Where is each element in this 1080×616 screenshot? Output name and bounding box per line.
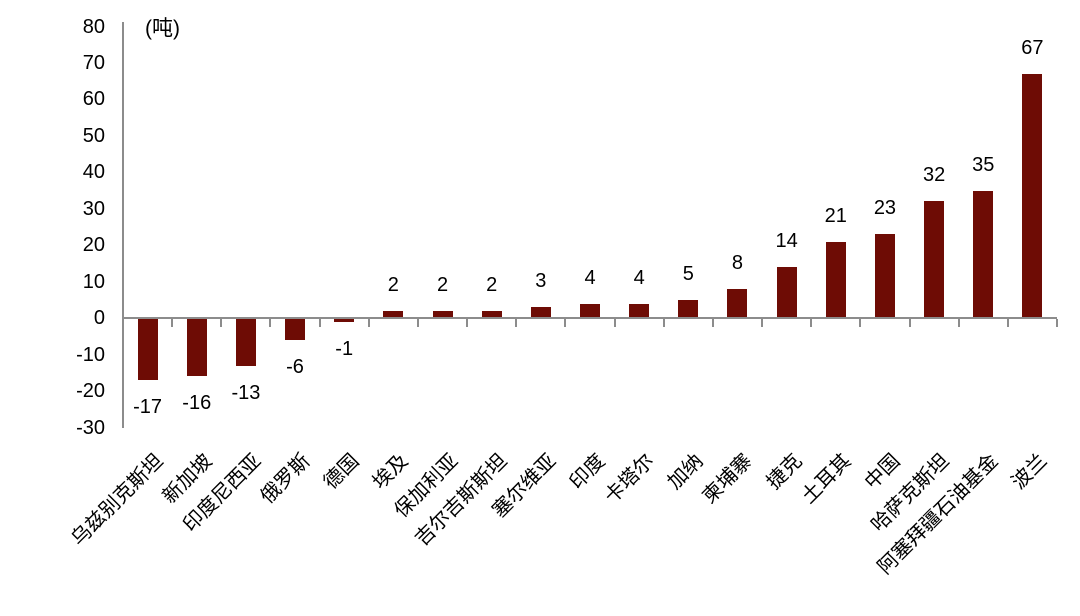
x-axis-tick <box>515 319 518 328</box>
bar <box>874 234 895 319</box>
bar <box>924 201 945 319</box>
bar-value-label: 4 <box>633 266 645 289</box>
bar <box>235 318 256 366</box>
bar <box>776 267 797 319</box>
bar-value-label: -17 <box>133 396 163 419</box>
x-axis-tick <box>859 319 862 328</box>
x-axis-tick <box>269 319 272 328</box>
bar-value-label: 21 <box>824 204 847 227</box>
x-axis-tick <box>761 319 764 328</box>
x-axis-tick <box>613 319 616 328</box>
x-axis-tick <box>367 319 370 328</box>
y-axis-tick-label: 10 <box>82 270 105 293</box>
bar-value-label: -16 <box>182 392 212 415</box>
x-axis-tick <box>171 319 174 328</box>
x-axis-tick <box>810 319 813 328</box>
x-axis-category-label: 加纳 <box>664 450 708 494</box>
bar <box>727 288 748 319</box>
x-axis-category-label: 卡塔尔 <box>600 450 659 508</box>
x-axis-tick <box>908 319 911 328</box>
bar <box>825 241 846 319</box>
x-axis-tick <box>1056 319 1058 328</box>
bar <box>186 318 207 377</box>
bar-value-label: 2 <box>486 273 498 296</box>
x-axis-tick <box>1006 319 1009 328</box>
x-axis-tick <box>564 319 567 328</box>
bar-value-label: 32 <box>922 164 946 187</box>
bar-value-label: 2 <box>387 273 399 296</box>
bar <box>580 303 600 319</box>
bar-value-label: 8 <box>731 251 744 274</box>
x-axis-tick <box>662 319 665 328</box>
x-axis-category-label: 俄罗斯 <box>256 450 315 508</box>
x-axis-category-label: 埃及 <box>369 450 413 494</box>
x-axis-tick <box>957 319 960 328</box>
y-axis-tick-label: 40 <box>82 161 105 184</box>
x-axis-category-label: 乌兹别克斯坦 <box>66 450 168 551</box>
y-axis-tick-label: 80 <box>82 15 105 38</box>
bar <box>432 310 453 319</box>
y-axis-tick-label: 50 <box>82 124 105 147</box>
bar-value-label: 2 <box>436 273 449 296</box>
y-axis-tick-label: -10 <box>76 343 105 366</box>
bar-value-label: -6 <box>286 356 304 378</box>
x-axis-tick <box>416 319 419 328</box>
bar <box>481 310 502 319</box>
y-axis-tick-label: 0 <box>93 307 105 330</box>
bar <box>629 303 650 319</box>
bar <box>678 299 699 319</box>
bar-value-label: -13 <box>231 381 261 404</box>
bar <box>973 190 994 319</box>
bar-value-label: 3 <box>535 270 547 293</box>
y-axis-tick-label: 20 <box>82 234 105 257</box>
x-axis-category-label: 土耳其 <box>797 450 856 508</box>
bar-value-label: 14 <box>775 230 798 253</box>
bar <box>137 318 158 381</box>
y-axis-line <box>122 22 124 428</box>
y-axis-tick-label: 60 <box>82 88 105 111</box>
x-axis-category-label: 中国 <box>860 450 905 494</box>
y-axis-tick-label: 70 <box>82 51 105 74</box>
bar-value-label: 5 <box>682 262 694 285</box>
bar <box>1022 73 1043 319</box>
bar-value-label: 23 <box>873 197 897 220</box>
y-axis-tick-label: -30 <box>76 416 105 439</box>
bar <box>383 310 404 319</box>
x-axis-category-label: 德国 <box>319 450 364 494</box>
x-axis-category-label: 波兰 <box>1008 450 1052 494</box>
bar-value-label: 67 <box>1021 36 1044 59</box>
x-axis-tick <box>318 319 321 328</box>
x-axis-category-label: 印度 <box>565 450 610 494</box>
x-axis-tick <box>220 319 223 328</box>
bar-value-label: 35 <box>972 153 995 176</box>
x-axis-tick <box>122 319 124 328</box>
y-axis-tick-label: -20 <box>76 380 105 403</box>
bar-value-label: 4 <box>584 266 596 289</box>
bar <box>530 307 551 319</box>
x-axis-line <box>123 317 1057 320</box>
x-axis-tick <box>711 319 714 328</box>
y-axis-unit-label: (吨) <box>145 17 180 40</box>
bar <box>285 318 306 340</box>
x-axis-tick <box>466 319 469 328</box>
x-axis-category-label: 捷克 <box>762 450 807 494</box>
y-axis-tick-label: 30 <box>82 197 105 220</box>
bar-value-label: -1 <box>335 337 354 360</box>
bar <box>334 318 355 322</box>
x-axis-category-label: 柬埔寨 <box>699 450 758 508</box>
